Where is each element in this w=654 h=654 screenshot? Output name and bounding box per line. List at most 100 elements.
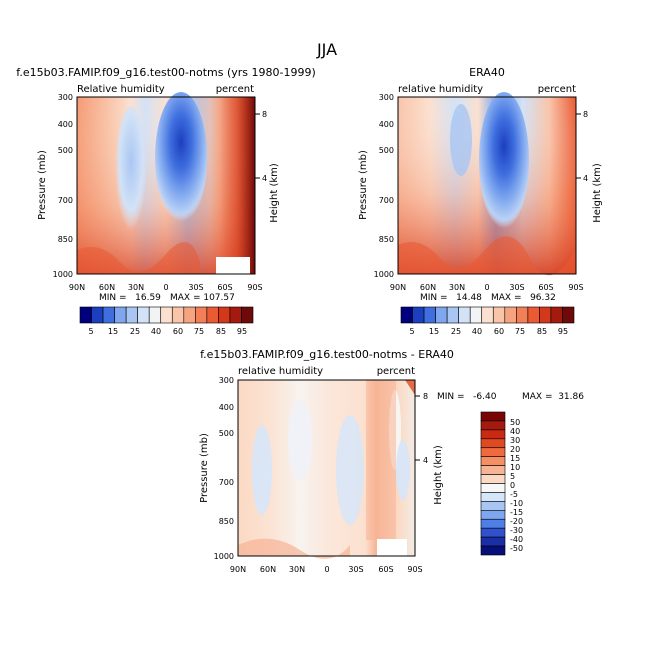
variable-label: relative humidity — [238, 366, 323, 377]
y-axis-label: Pressure (mb) — [199, 433, 210, 503]
min-value: MIN = 16.59 — [99, 293, 161, 303]
colorbar-swatch — [79, 306, 92, 324]
colorbar-swatch — [480, 545, 506, 556]
y2-tick-label: 8 — [262, 110, 267, 119]
x-tick-label: 60S — [217, 283, 232, 292]
min-value: MIN = -6.40 — [437, 392, 497, 402]
colorbar-label: 75 — [194, 327, 204, 336]
colorbar-label: -50 — [510, 544, 523, 553]
x-tick-label: 30S — [509, 283, 524, 292]
max-value: MAX = 31.86 — [522, 392, 584, 402]
panel-era40: ERA40 relative humidity percent 300 400 … — [358, 66, 603, 336]
colorbar-swatch — [516, 306, 529, 324]
plot-frame — [237, 379, 416, 557]
units-label: percent — [216, 84, 254, 95]
colorbar-label: 0 — [510, 481, 515, 490]
colorbar-label: -15 — [510, 508, 523, 517]
colorbar-swatch — [480, 483, 506, 493]
y-tick-label: 700 — [379, 196, 394, 205]
x-tick-label: 60S — [378, 565, 393, 574]
x-tick-label: 90S — [247, 283, 262, 292]
colorbar-label: 25 — [451, 327, 461, 336]
colorbar-swatch — [480, 536, 506, 547]
colorbar-label: -10 — [510, 499, 523, 508]
panel-title: f.e15b03.FAMIP.f09_g16.test00-notms - ER… — [200, 348, 454, 361]
y2-tick-label: 4 — [583, 174, 588, 183]
colorbar-swatch — [480, 492, 506, 502]
colorbar-swatch — [480, 456, 506, 466]
colorbar-swatch — [527, 306, 540, 324]
colorbar-swatch — [480, 527, 506, 538]
y-tick-label: 500 — [219, 429, 234, 438]
y2-tick-label: 4 — [262, 174, 267, 183]
x-tick-label: 60N — [420, 283, 436, 292]
colorbar-swatch — [171, 306, 185, 324]
y2-axis: 8 4 Height (km) — [415, 392, 444, 505]
y-tick-label: 400 — [379, 120, 394, 129]
variable-label: relative humidity — [398, 84, 483, 95]
x-tick-label: 90N — [69, 283, 85, 292]
colorbar-swatch — [480, 510, 506, 520]
colorbar-label: 5 — [510, 472, 515, 481]
colorbar-label: 5 — [409, 327, 414, 336]
contour-field — [398, 92, 576, 276]
colorbar-label: 20 — [510, 445, 520, 454]
colorbar-swatch — [504, 306, 517, 324]
colorbar-label: -30 — [510, 526, 523, 535]
y-tick-label: 850 — [58, 235, 73, 244]
colorbar-label: -20 — [510, 517, 523, 526]
x-tick-label: 0 — [324, 565, 329, 574]
colorbar-label: 25 — [130, 327, 140, 336]
colorbar-swatch — [469, 306, 483, 324]
colorbar-cells — [79, 306, 254, 324]
colorbar-label: 95 — [558, 327, 568, 336]
x-tick-label: 90S — [407, 565, 422, 574]
colorbar-label: 60 — [494, 327, 504, 336]
units-label: percent — [377, 366, 415, 377]
min-value: MIN = 14.48 — [420, 293, 482, 303]
units-label: percent — [538, 84, 576, 95]
colorbar-swatch — [480, 420, 506, 431]
max-value: MAX = 107.57 — [170, 293, 235, 303]
y-tick-label: 400 — [219, 403, 234, 412]
x-tick-label: 60N — [99, 283, 115, 292]
colorbar-label: 40 — [151, 327, 161, 336]
x-tick-label: 30N — [289, 565, 305, 574]
x-axis: 90N 60N 30N 0 30S 60S 90S — [230, 565, 423, 574]
y2-tick-label: 8 — [423, 392, 428, 401]
x-axis: 90N 60N 30N 0 30S 60S 90S — [69, 283, 263, 292]
colorbar-label: 30 — [510, 436, 520, 445]
colorbar-swatch — [91, 306, 104, 324]
colorbar-swatch — [195, 306, 208, 324]
plot-frame — [397, 96, 577, 275]
y2-tick-label: 4 — [423, 456, 428, 465]
y-tick-label: 1000 — [374, 270, 394, 279]
panel-title: ERA40 — [469, 66, 505, 79]
x-tick-label: 30N — [449, 283, 465, 292]
y-axis: 300 400 500 700 850 1000 Pressure (mb) — [358, 93, 394, 279]
x-tick-label: 90S — [568, 283, 583, 292]
colorbar-swatch — [183, 306, 196, 324]
y-tick-label: 300 — [219, 376, 234, 385]
colorbar-label: 75 — [515, 327, 525, 336]
colorbar-swatch — [458, 306, 471, 324]
colorbar-swatch — [480, 447, 506, 457]
y-axis-label: Pressure (mb) — [37, 150, 48, 220]
variable-label: Relative humidity — [77, 84, 165, 95]
colorbar-swatch — [481, 306, 494, 324]
colorbar-swatch — [480, 411, 506, 422]
y2-axis-label: Height (km) — [592, 163, 603, 223]
y2-axis: 8 4 Height (km) — [576, 110, 603, 223]
colorbar-label: 50 — [510, 418, 520, 427]
y2-axis-label: Height (km) — [269, 163, 280, 223]
colorbar-swatch — [480, 474, 506, 484]
colorbar-swatch — [206, 306, 219, 324]
colorbar-swatch — [539, 306, 552, 324]
colorbar-label: -40 — [510, 535, 523, 544]
x-tick-label: 90N — [230, 565, 246, 574]
x-tick-label: 0 — [484, 283, 489, 292]
colorbar: 50 40 30 20 15 10 5 0 -5 -10 -15 -20 -30… — [480, 411, 523, 556]
colorbar-swatch — [562, 306, 575, 324]
colorbar-swatch — [114, 306, 127, 324]
colorbar-label: 40 — [510, 427, 520, 436]
